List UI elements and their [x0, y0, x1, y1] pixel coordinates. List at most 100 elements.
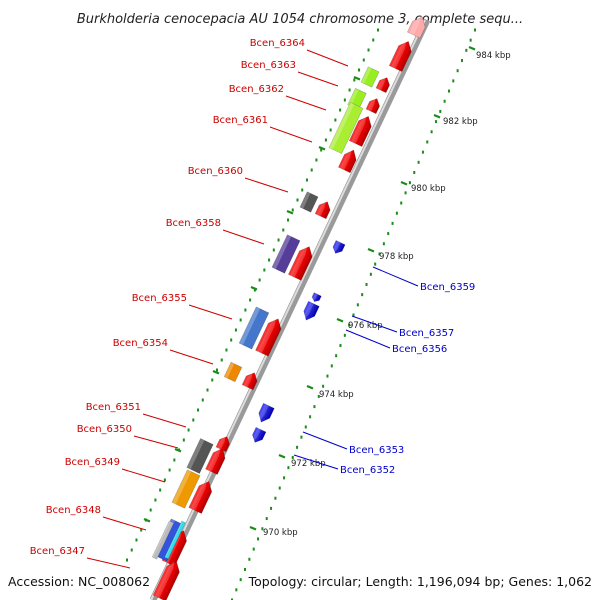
forward-gene-arrow[interactable] — [348, 113, 374, 147]
forward-gene-feature[interactable] — [238, 306, 270, 350]
forward-gene-arrow[interactable] — [365, 96, 382, 115]
forward-gene-arrow[interactable] — [255, 316, 285, 357]
right-dotted-guide — [400, 201, 403, 205]
forward-gene-feature[interactable] — [328, 102, 364, 154]
right-dotted-guide — [365, 282, 368, 286]
left-dotted-guide — [263, 268, 266, 272]
left-dotted-guide — [249, 298, 252, 302]
left-dotted-guide — [230, 338, 233, 342]
forward-gene-feature[interactable] — [271, 234, 301, 274]
right-dotted-guide — [348, 323, 351, 327]
left-dotted-guide — [206, 388, 209, 392]
forward-gene-arrow[interactable] — [288, 244, 315, 281]
forward-gene-label[interactable]: Bcen_6358 — [166, 218, 221, 229]
right-dotted-guide — [278, 486, 281, 490]
forward-label-leader — [188, 304, 233, 320]
left-dotted-guide — [182, 438, 185, 442]
forward-gene-feature[interactable] — [360, 66, 380, 88]
forward-gene-feature[interactable] — [299, 191, 319, 213]
left-dotted-guide — [192, 418, 195, 422]
right-dotted-guide — [417, 160, 420, 164]
left-dotted-guide — [211, 378, 214, 382]
right-dotted-guide — [265, 517, 268, 521]
scale-tick — [468, 45, 476, 51]
reverse-gene-label[interactable]: Bcen_6352 — [340, 465, 395, 476]
scale-tick — [336, 317, 344, 323]
reverse-gene-arrow[interactable] — [301, 300, 320, 322]
right-dotted-guide — [374, 262, 377, 266]
left-dotted-guide — [348, 88, 351, 92]
reverse-gene-label[interactable]: Bcen_6359 — [420, 282, 475, 293]
right-dotted-guide — [244, 567, 247, 571]
forward-label-leader — [285, 95, 327, 111]
forward-gene-label[interactable]: Bcen_6364 — [250, 38, 305, 49]
right-dotted-guide — [369, 272, 372, 276]
scale-tick — [367, 247, 375, 253]
left-dotted-guide — [329, 128, 332, 132]
forward-gene-arrow[interactable] — [152, 559, 183, 600]
left-dotted-guide — [234, 328, 237, 332]
scale-tick-label: 978 kbp — [379, 252, 414, 262]
right-dotted-guide — [317, 394, 320, 398]
forward-gene-feature[interactable] — [223, 361, 243, 383]
forward-gene-label[interactable]: Bcen_6351 — [86, 402, 141, 413]
right-dotted-guide — [291, 456, 294, 459]
left-dotted-guide — [377, 28, 379, 32]
forward-gene-label[interactable]: Bcen_6355 — [132, 293, 187, 304]
chromosome-backbone — [149, 18, 431, 600]
right-dotted-guide — [460, 59, 463, 63]
forward-gene-label[interactable]: Bcen_6363 — [241, 60, 296, 71]
forward-gene-label[interactable]: Bcen_6361 — [213, 115, 268, 126]
forward-label-leader — [86, 557, 131, 569]
right-dotted-guide — [326, 374, 329, 378]
left-guide-tick — [250, 285, 258, 291]
left-guide-tick — [143, 517, 151, 523]
right-dotted-guide — [309, 415, 312, 419]
reverse-gene-arrow[interactable] — [250, 426, 267, 444]
right-dotted-guide — [300, 435, 303, 439]
forward-gene-label[interactable]: Bcen_6349 — [65, 457, 120, 468]
right-dotted-guide — [322, 384, 325, 388]
left-dotted-guide — [140, 528, 143, 532]
forward-gene-label[interactable]: Bcen_6350 — [77, 424, 132, 435]
reverse-gene-arrow[interactable] — [311, 292, 322, 304]
left-dotted-guide — [225, 348, 228, 352]
left-dotted-guide — [353, 78, 356, 82]
forward-gene-arrow[interactable] — [406, 14, 428, 39]
forward-gene-label[interactable]: Bcen_6348 — [46, 505, 101, 516]
forward-gene-label[interactable]: Bcen_6362 — [229, 84, 284, 95]
scale-tick — [278, 453, 286, 459]
left-dotted-guide — [244, 308, 247, 312]
forward-gene-arrow[interactable] — [388, 38, 414, 72]
forward-gene-feature[interactable] — [186, 438, 214, 474]
forward-gene-arrow[interactable] — [188, 479, 215, 514]
reverse-gene-label[interactable]: Bcen_6356 — [392, 344, 447, 355]
forward-gene-arrow[interactable] — [338, 147, 359, 174]
left-guide-tick — [318, 145, 326, 151]
left-dotted-guide — [253, 288, 256, 292]
forward-gene-feature[interactable] — [151, 520, 175, 560]
forward-gene-arrow[interactable] — [241, 370, 260, 391]
forward-gene-feature[interactable] — [171, 469, 201, 509]
forward-gene-label[interactable]: Bcen_6347 — [30, 546, 85, 557]
forward-gene-arrow[interactable] — [314, 199, 333, 220]
scale-tick — [249, 525, 257, 531]
forward-gene-arrow[interactable] — [375, 75, 392, 94]
right-dotted-guide — [296, 445, 299, 449]
left-dotted-guide — [310, 168, 313, 172]
reverse-gene-arrow[interactable] — [256, 402, 275, 424]
right-dotted-guide — [361, 293, 364, 297]
forward-gene-arrow[interactable] — [205, 445, 229, 475]
forward-gene-feature[interactable] — [164, 520, 186, 560]
reverse-gene-arrow[interactable] — [331, 240, 346, 255]
forward-gene-arrow[interactable] — [215, 434, 232, 453]
forward-gene-label[interactable]: Bcen_6360 — [188, 166, 243, 177]
left-dotted-guide — [372, 38, 375, 42]
reverse-gene-label[interactable]: Bcen_6353 — [349, 445, 404, 456]
left-dotted-guide — [126, 558, 128, 562]
right-dotted-guide — [287, 466, 290, 470]
reverse-gene-label[interactable]: Bcen_6357 — [399, 328, 454, 339]
forward-label-leader — [142, 413, 187, 428]
forward-gene-label[interactable]: Bcen_6354 — [113, 338, 168, 349]
